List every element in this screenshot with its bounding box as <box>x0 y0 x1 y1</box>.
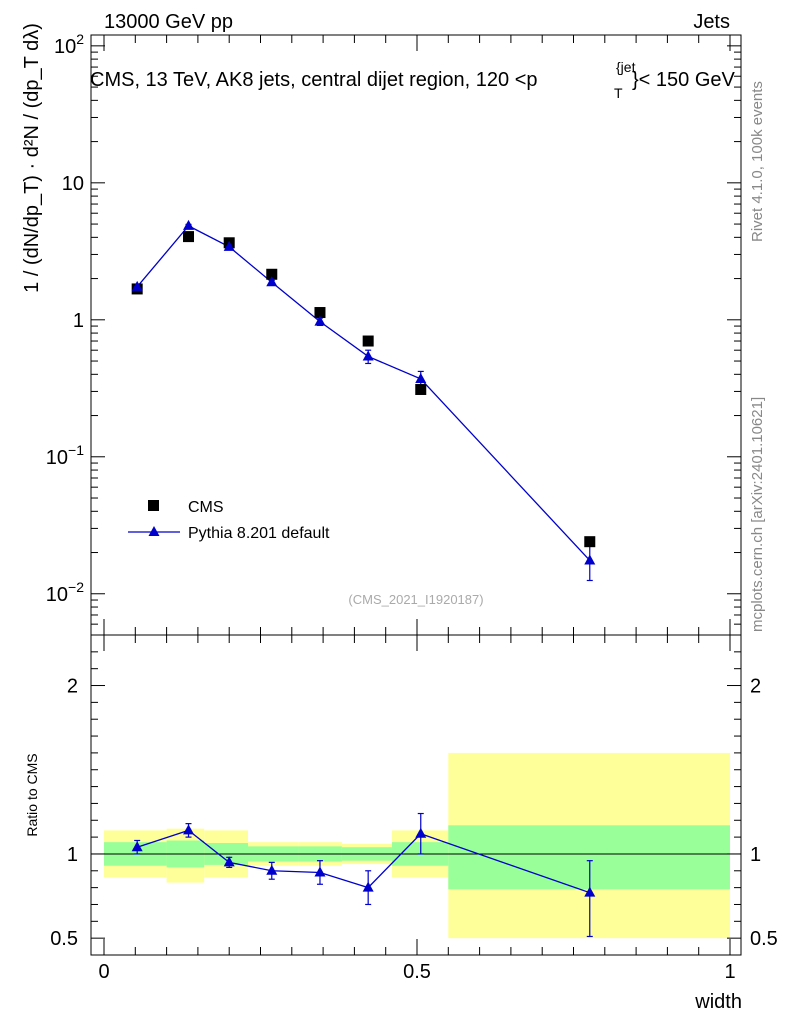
pythia-ratio-point-1 <box>183 824 195 835</box>
pythia-ratio-point-3 <box>266 864 278 875</box>
main-ytick-label-1: 10−1 <box>46 442 84 469</box>
band-green-7 <box>448 825 730 890</box>
main-ytick-label-0: 10−2 <box>46 579 84 606</box>
ratio-ytick-label-right-0: 0.5 <box>750 928 778 950</box>
pythia-ratio-line <box>136 829 590 894</box>
xtick-label-2: 1 <box>724 961 735 983</box>
legend: CMS Pythia 8.201 default <box>128 499 330 542</box>
pythia-point-3 <box>266 276 278 287</box>
cms-point-3 <box>266 268 278 280</box>
main-ytick-label-base-1: 10 <box>46 447 68 469</box>
side-text-bottom: mcplots.cern.ch [arXiv:2401.10621] <box>749 397 766 632</box>
main-ytick-label-base-4: 10 <box>54 36 76 58</box>
xtick-label-0: 0 <box>98 961 109 983</box>
pythia-ratio-point-5 <box>362 881 374 892</box>
ratio-marks <box>91 752 741 939</box>
analysis-id: (CMS_2021_I1920187) <box>348 592 483 607</box>
plot-title-superscript: {jet <box>616 59 636 75</box>
pythia-point-1 <box>183 219 195 230</box>
main-ytick-label-2: 1 <box>73 310 84 332</box>
main-ytick-label-4: 102 <box>54 31 84 58</box>
ratio-y-label: Ratio to CMS <box>24 753 40 836</box>
pythia-ratio-point-6 <box>415 827 427 838</box>
pythia-point-7 <box>584 554 596 565</box>
main-y-label-text: 1 / (dN/dp_T) · d²N / (dp_T dλ) <box>21 23 43 293</box>
cms-point-1 <box>183 231 195 243</box>
pythia-ratio-point-2 <box>223 856 235 867</box>
ratio-ytick-label-right-2: 2 <box>750 676 761 698</box>
main-ytick-label-exp-0: −2 <box>68 579 84 595</box>
pythia-point-4 <box>314 315 326 326</box>
pythia-ratio-point-0 <box>131 841 143 852</box>
pythia-point-6 <box>415 372 427 383</box>
cms-point-6 <box>415 383 427 395</box>
pythia-point-0 <box>131 280 143 291</box>
pythia-ratio-point-7 <box>584 886 596 897</box>
legend-marker-pythia <box>148 526 160 536</box>
cms-point-4 <box>314 307 326 319</box>
ratio-ytick-label-right-1: 1 <box>750 844 761 866</box>
main-marks <box>131 219 596 582</box>
ratio-y-axis: 0.5 0.5 1 1 2 2 <box>50 651 778 950</box>
ratio-panel: 0.5 0.51 12 2 0 0.5 1 Ratio to CMS width <box>24 35 778 1013</box>
main-ytick-label-3: 10 <box>62 173 84 195</box>
ratio-frame <box>90 634 742 956</box>
x-axis: 0 0.5 1 <box>98 35 736 983</box>
legend-label-pythia: Pythia 8.201 default <box>188 525 330 542</box>
pythia-line <box>136 225 591 561</box>
main-ytick-label-base-0: 10 <box>46 584 68 606</box>
main-ytick-label-base-3: 10 <box>62 173 84 195</box>
cms-point-5 <box>362 335 374 347</box>
xtick-label-1: 0.5 <box>403 961 431 983</box>
side-text-top: Rivet 4.1.0, 100k events <box>749 81 766 242</box>
ratio-ytick-label-left-0: 0.5 <box>50 928 78 950</box>
cms-point-7 <box>584 536 596 548</box>
main-ytick-label-exp-4: 2 <box>76 31 84 47</box>
header-left: 13000 GeV pp <box>104 11 233 33</box>
legend-marker-cms <box>148 500 159 511</box>
ratio-ytick-label-left-2: 2 <box>67 676 78 698</box>
plot-title-tail: }< 150 GeV <box>632 69 736 91</box>
main-ytick-label-base-2: 1 <box>73 310 84 332</box>
x-axis-label: width <box>694 991 742 1013</box>
main-y-label: 1 / (dN/dp_T) · d²N / (dp_T dλ) <box>21 23 43 293</box>
legend-label-cms: CMS <box>188 499 224 516</box>
plot-title-main: CMS, 13 TeV, AK8 jets, central dijet reg… <box>90 69 538 91</box>
pythia-point-2 <box>223 240 235 251</box>
ratio-ytick-label-left-1: 1 <box>67 844 78 866</box>
main-frame <box>90 34 742 636</box>
header-right: Jets <box>693 11 730 33</box>
pythia-ratio-point-4 <box>314 866 326 877</box>
pythia-point-5 <box>362 350 374 361</box>
plot-title-subscript: T <box>614 85 623 101</box>
plot-title: CMS, 13 TeV, AK8 jets, central dijet reg… <box>90 69 538 91</box>
main-ytick-label-exp-1: −1 <box>68 442 84 458</box>
